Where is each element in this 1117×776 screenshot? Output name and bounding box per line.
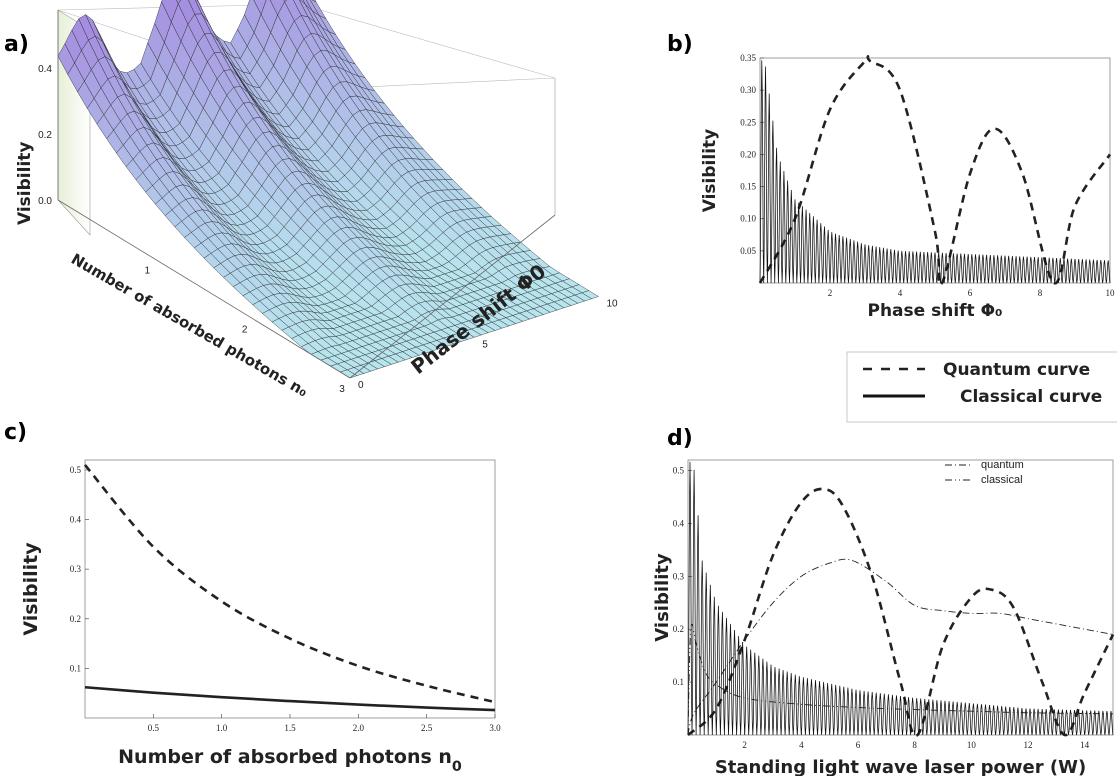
x-tick-label: 10 <box>1106 288 1116 298</box>
x-tick-label: 2.0 <box>353 723 365 733</box>
main-legend: Quantum curve Classical curve <box>846 351 1117 423</box>
plot-frame <box>759 57 1111 284</box>
y-tick-label: 0.1 <box>70 663 81 673</box>
y-tick-label: 0.30 <box>740 85 756 95</box>
y-tick-label: 5 <box>482 339 488 350</box>
y-tick-label: 0.4 <box>70 515 82 525</box>
series-dash-dot <box>687 558 1114 736</box>
y-tick-label: 0.1 <box>673 677 684 687</box>
classical-oscillating-series <box>687 461 1114 736</box>
y-tick-label: 0.2 <box>70 614 81 624</box>
legend-quantum-label: Quantum curve <box>943 360 1090 380</box>
panel-label-c: c) <box>4 420 28 445</box>
x-axis-label-subscript: 0 <box>452 759 462 775</box>
x-axis-line <box>57 199 351 379</box>
series-solid <box>84 685 496 712</box>
y-tick-label: 0.5 <box>673 466 685 476</box>
y-tick-label: 0.05 <box>740 246 756 256</box>
x-axis-label: Standing light wave laser power (W) <box>715 757 1086 776</box>
z-tick-label: 0.0 <box>38 196 52 207</box>
y-tick-label: 0.35 <box>740 53 756 63</box>
x-tick-label: 6 <box>968 288 973 298</box>
y-axis-line <box>349 214 556 379</box>
plot-frame <box>687 459 1114 736</box>
x-tick-label: 2 <box>742 740 747 750</box>
legend-d-classical-label: classical <box>981 474 1023 486</box>
chart-b: 2 4 6 8 10 0.05 0.10 0.15 0.20 0.25 0.30 0.35 Phase … <box>700 53 1116 321</box>
x-tick-label: 8 <box>912 740 917 750</box>
x-tick-label: 1.5 <box>284 723 296 733</box>
x-tick-label: 10 <box>967 740 977 750</box>
y-tick-label: 0.20 <box>740 149 756 159</box>
x-axis-label: Number of absorbed photons n0 <box>118 746 462 775</box>
panel-label-d: d) <box>667 426 693 451</box>
x-tick-label: 3 <box>339 384 345 395</box>
x-tick-label: 2 <box>828 288 833 298</box>
y-axis-label: Visibility <box>700 129 720 213</box>
y-tick-label: 0.10 <box>740 214 756 224</box>
x-tick-label: 1 <box>145 265 151 276</box>
y-tick-label: 0.3 <box>70 564 82 574</box>
series-dashed <box>758 55 1112 287</box>
chart-c: 0.5 1.0 1.5 2.0 2.5 3.0 0.1 0.2 0.3 0.4 0.5 Number … <box>20 459 501 775</box>
z-axis-label: Visibility <box>15 142 35 226</box>
x-tick-label: 8 <box>1038 288 1043 298</box>
y-tick-label: 0 <box>358 380 364 391</box>
classical-oscillating-series <box>759 60 1111 284</box>
series-dashed <box>687 487 1115 737</box>
x-tick-label: 2.5 <box>421 723 433 733</box>
x-tick-label: 0.5 <box>148 723 160 733</box>
x-tick-label: 4 <box>799 740 804 750</box>
y-tick-label: 0.3 <box>673 571 685 581</box>
legend-d-quantum-label: quantum <box>981 459 1024 471</box>
series-dashed <box>84 464 496 704</box>
surface-mesh <box>57 0 599 379</box>
x-tick-label: 6 <box>856 740 861 750</box>
x-tick-label: 4 <box>898 288 903 298</box>
y-tick-label: 0.4 <box>673 518 685 528</box>
x-tick-label: 14 <box>1080 740 1090 750</box>
y-tick-label: 0.2 <box>673 624 684 634</box>
x-tick-label: 3.0 <box>489 723 501 733</box>
x-tick-label: 12 <box>1024 740 1033 750</box>
y-tick-label: 10 <box>607 299 619 310</box>
y-axis-label: Visibility <box>20 542 42 636</box>
plot-frame <box>84 459 496 719</box>
y-tick-label: 0.5 <box>70 465 82 475</box>
x-axis-label: Phase shift Φ₀ <box>868 301 1003 321</box>
surface-cell <box>176 0 181 5</box>
chart-d: 2 4 6 8 10 12 14 0.1 0.2 0.3 0.4 0.5 Standing light … <box>652 459 1115 776</box>
z-tick-label: 0.4 <box>38 64 52 75</box>
x-tick-label: 2 <box>242 325 248 336</box>
y-tick-label: 0.25 <box>740 117 756 127</box>
legend-box <box>846 351 1117 423</box>
panel-label-b: b) <box>667 32 693 57</box>
y-axis-label: Visibility <box>652 553 673 642</box>
z-tick-label: 0.2 <box>38 130 52 141</box>
x-tick-label: 1.0 <box>216 723 228 733</box>
y-tick-label: 0.15 <box>740 182 756 192</box>
panel-label-a: a) <box>4 32 29 57</box>
legend-classical-label: Classical curve <box>960 387 1102 407</box>
